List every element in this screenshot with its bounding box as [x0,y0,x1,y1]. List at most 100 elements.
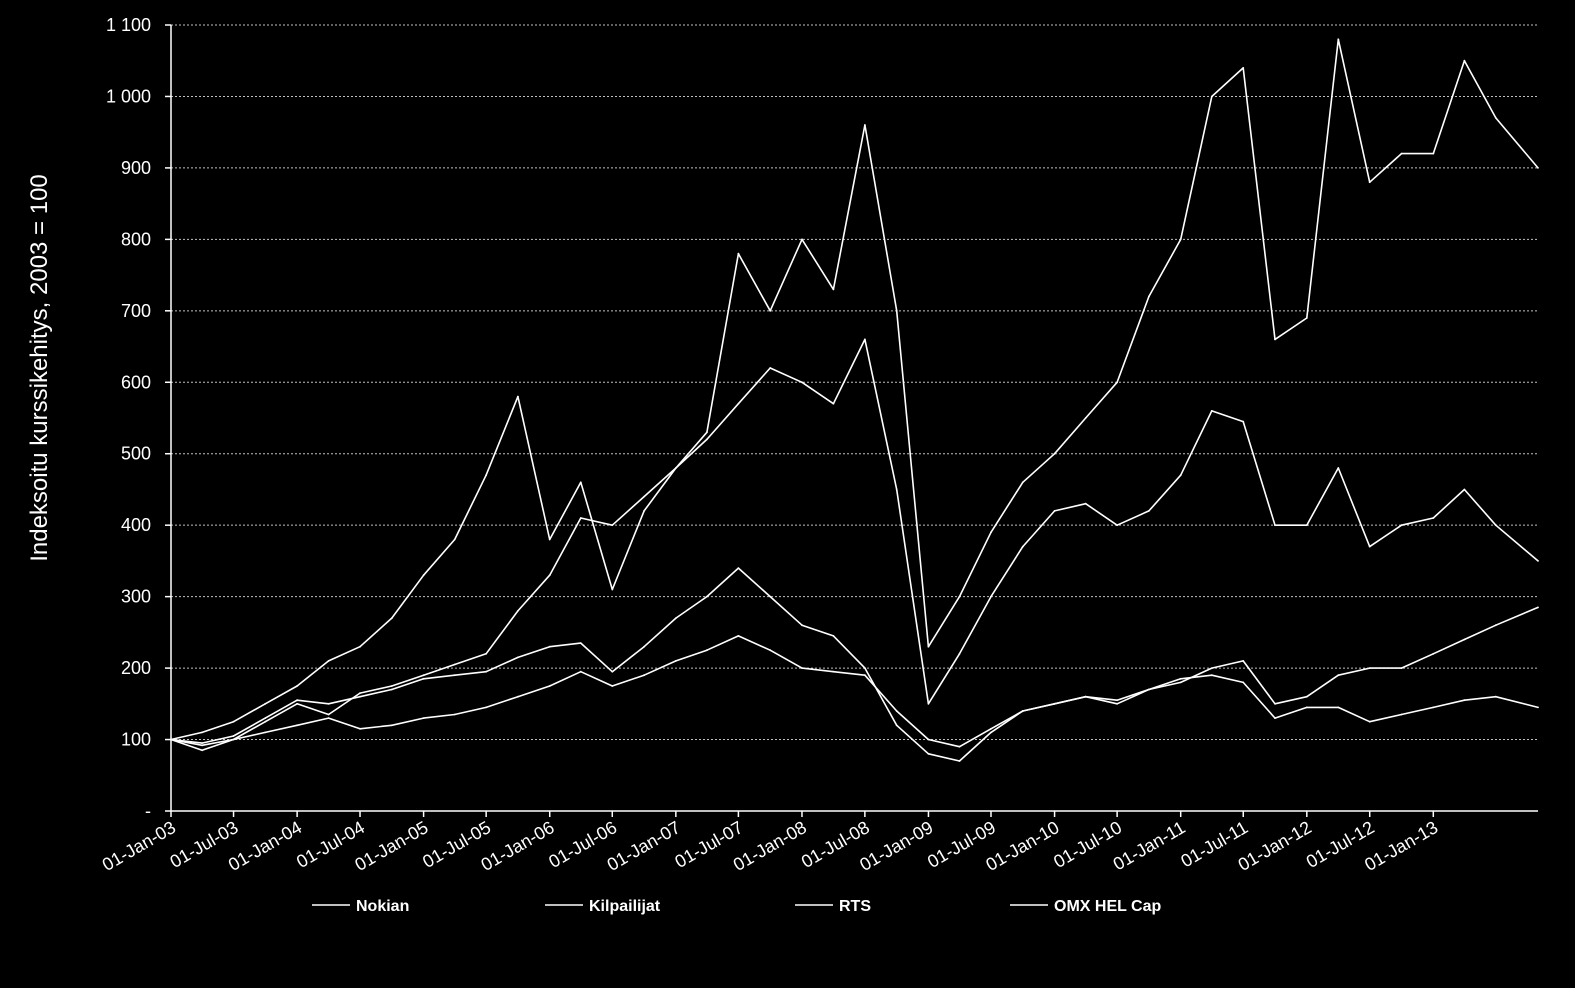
x-tick-label: 01-Jan-12 [1235,817,1315,875]
data-point [359,645,361,648]
data-point [579,642,582,644]
data-point [201,731,204,734]
data-point [327,717,330,719]
data-point [1242,681,1245,684]
data-point [1337,706,1340,709]
series-lines [170,38,1539,762]
data-point [737,402,740,405]
y-tick-label: 500 [121,444,151,464]
data-point [895,488,898,491]
data-point [359,727,361,730]
data-point [832,288,835,291]
data-point [296,699,298,702]
data-point [706,438,708,441]
data-point [485,706,487,709]
x-tick-label: 01-Jan-10 [982,817,1062,875]
y-tick-label: 300 [121,587,151,607]
legend-item: RTS [795,898,871,915]
data-point [769,595,772,598]
x-tick-label: 01-Jan-11 [1110,817,1189,874]
data-point [737,567,740,569]
data-point [485,474,487,477]
data-point [895,309,898,312]
data-point [643,510,645,512]
data-point [1053,702,1056,705]
data-point [832,635,835,637]
data-point [1021,545,1024,548]
data-point [832,402,835,405]
data-point [895,724,898,727]
data-point [611,685,614,687]
data-point [864,667,866,669]
y-tick-label: 400 [121,515,151,535]
data-point [422,717,425,719]
data-point [1179,238,1182,241]
data-point [643,645,645,648]
data-point [327,660,330,662]
data-point [264,702,267,705]
data-point [643,674,645,677]
data-point [927,752,930,755]
data-point [1084,417,1087,419]
x-tick-label: 01-Jan-05 [351,817,431,875]
data-point [1337,674,1340,677]
legend-item: OMX HEL Cap [1010,898,1162,915]
data-point [675,467,677,469]
data-point [1368,720,1371,723]
legend-label: RTS [839,898,871,915]
data-point [801,238,803,241]
data-point [769,367,772,369]
y-tick-label: 1 000 [106,86,151,106]
data-point [517,656,519,659]
data-point [1432,706,1435,709]
data-point [1463,638,1466,641]
data-point [1537,706,1539,709]
data-point [864,338,866,341]
data-point [453,713,456,716]
data-point [548,574,551,577]
legend-label: OMX HEL Cap [1054,898,1162,915]
data-point [327,702,330,705]
x-tick-label: 01-Jan-07 [604,817,684,875]
data-point [990,531,992,534]
legend-label: Kilpailijat [589,898,661,915]
data-point [1116,524,1118,527]
x-tick-labels: 01-Jan-0301-Jul-0301-Jan-0401-Jul-0401-J… [99,811,1441,875]
data-point [296,702,298,705]
data-point [453,663,456,666]
data-point [548,645,551,648]
data-point [1463,488,1466,491]
data-point [1400,667,1403,669]
data-point [927,645,930,648]
data-point [927,738,930,741]
data-point [1432,152,1435,155]
data-point [485,652,487,655]
data-point [1537,560,1539,562]
axes [170,25,1538,812]
data-point [990,595,992,598]
data-point [1400,713,1403,716]
series-line-kilpailijat [170,338,1539,741]
data-point [1179,677,1182,680]
data-point [422,674,425,677]
data-point [1274,524,1276,527]
data-point [1116,702,1118,705]
data-point [1537,606,1539,609]
data-point [422,574,425,577]
data-point [1274,338,1276,341]
data-point [1432,652,1435,655]
data-point [1400,524,1403,527]
data-point [264,731,267,734]
data-point [737,252,740,255]
data-point [264,717,267,719]
data-point [1494,524,1497,527]
y-axis-title: Indeksoitu kurssikehitys, 2003 = 100 [26,174,53,562]
x-tick-label: 01-Jan-13 [1361,817,1441,875]
data-point [264,720,267,723]
data-point [1305,706,1308,709]
data-point [1148,295,1150,298]
data-point [1210,95,1213,98]
data-point [517,695,519,698]
data-point [1084,695,1087,698]
